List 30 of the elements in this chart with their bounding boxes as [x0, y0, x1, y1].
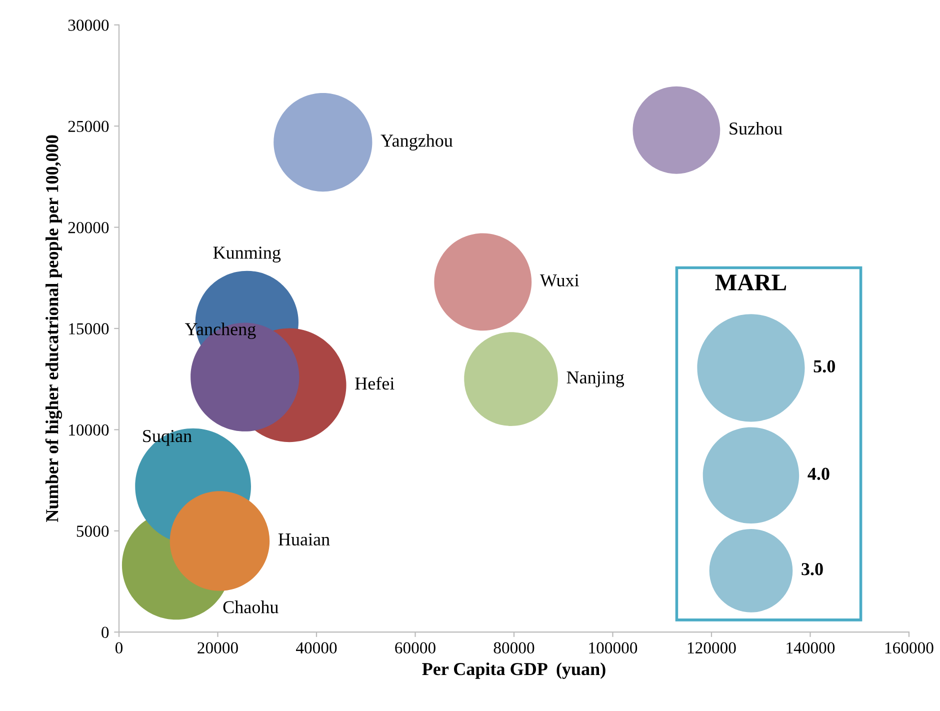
- y-tick-label: 20000: [68, 222, 109, 234]
- series-label: Chaohu: [223, 600, 278, 614]
- legend-title: MARL: [715, 274, 786, 290]
- y-axis-title: Number of higher educatrional people per 100,000: [45, 135, 62, 522]
- series-label: Kunming: [213, 246, 281, 262]
- x-tick-label: 100000: [589, 642, 638, 654]
- x-tick-label: 0: [115, 642, 123, 654]
- series-label: Huaian: [278, 533, 330, 546]
- y-tick-label: 30000: [68, 20, 109, 31]
- y-tick-label: 5000: [76, 526, 109, 537]
- x-tick-label: 120000: [688, 642, 736, 654]
- x-tick-label: 20000: [198, 642, 238, 654]
- x-tick-label: 40000: [296, 642, 337, 654]
- legend-label: 4.0: [808, 468, 830, 480]
- series-label: Yangzhou: [380, 134, 453, 150]
- y-tick-label: 15000: [69, 323, 109, 334]
- series-label: Nanjing: [566, 371, 624, 388]
- series-label: Hefei: [355, 376, 394, 390]
- series-label: Suzhou: [730, 122, 782, 135]
- x-tick-label: 160000: [885, 642, 934, 654]
- y-tick-label: 25000: [68, 120, 109, 132]
- x-tick-label: 60000: [395, 642, 436, 654]
- x-axis-title: Per Capita GDP (yuan): [422, 662, 606, 679]
- y-tick-label: 10000: [69, 424, 109, 436]
- legend-label: 5.0: [814, 360, 835, 372]
- series-label: Wuxi: [540, 274, 579, 287]
- y-tick-label: 0: [102, 626, 109, 638]
- x-tick-label: 140000: [786, 642, 835, 654]
- legend-label: 3.0: [802, 563, 823, 576]
- x-tick-label: 80000: [494, 642, 534, 654]
